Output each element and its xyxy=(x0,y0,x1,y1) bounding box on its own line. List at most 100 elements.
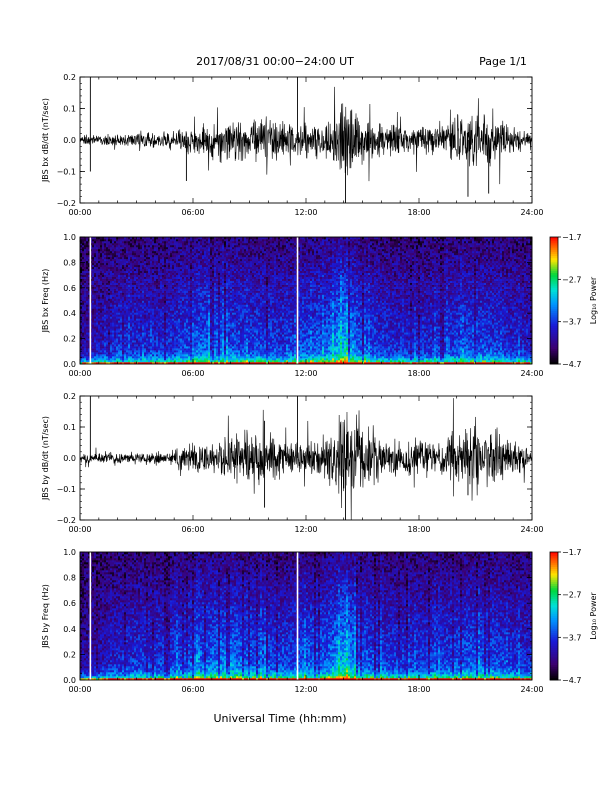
spectrogram-cell xyxy=(156,356,158,358)
spectrogram-cell xyxy=(172,265,174,267)
spectrogram-cell xyxy=(152,255,154,257)
spectrogram-cell xyxy=(132,275,134,277)
spectrogram-cell xyxy=(172,281,174,283)
spectrogram-cell xyxy=(122,301,124,303)
spectrogram-cell xyxy=(96,346,98,348)
spectrogram-cell xyxy=(92,261,94,263)
spectrogram-cell xyxy=(94,318,96,320)
spectrogram-cell xyxy=(172,326,174,328)
spectrogram-cell xyxy=(200,354,202,356)
spectrogram-cell xyxy=(184,293,186,295)
spectrogram-cell xyxy=(188,358,190,360)
spectrogram-cell xyxy=(224,281,226,283)
spectrogram-cell xyxy=(174,283,176,285)
spectrogram-cell xyxy=(146,356,148,358)
spectrogram-cell xyxy=(216,285,218,287)
spectrogram-cell xyxy=(116,356,118,358)
spectrogram-cell xyxy=(220,267,222,269)
spectrogram-cell xyxy=(188,287,190,289)
spectrogram-cell xyxy=(140,316,142,318)
spectrogram-cell xyxy=(128,354,130,356)
spectrogram-cell xyxy=(200,322,202,324)
spectrogram-cell xyxy=(206,326,208,328)
spectrogram-cell xyxy=(200,342,202,344)
spectrogram-cell xyxy=(124,273,126,275)
spectrogram-cell xyxy=(160,287,162,289)
spectrogram-cell xyxy=(150,251,152,253)
spectrogram-cell xyxy=(104,342,106,344)
spectrogram-cell xyxy=(144,330,146,332)
spectrogram-cell xyxy=(118,293,120,295)
spectrogram-cell xyxy=(224,251,226,253)
spectrogram-cell xyxy=(92,308,94,310)
spectrogram-cell xyxy=(168,340,170,342)
spectrogram-cell xyxy=(226,253,228,255)
spectrogram-cell xyxy=(158,310,160,312)
spectrogram-cell xyxy=(98,261,100,263)
spectrogram-cell xyxy=(158,273,160,275)
spectrogram-cell xyxy=(164,247,166,249)
spectrogram-cell xyxy=(94,344,96,346)
spectrogram-cell xyxy=(130,358,132,360)
spectrogram-cell xyxy=(204,301,206,303)
spectrogram-cell xyxy=(142,293,144,295)
spectrogram-cell xyxy=(140,249,142,251)
spectrogram-cell xyxy=(116,346,118,348)
spectrogram-cell xyxy=(180,312,182,314)
spectrogram-cell xyxy=(220,306,222,308)
spectrogram-cell xyxy=(142,340,144,342)
spectrogram-cell xyxy=(216,340,218,342)
spectrogram-cell xyxy=(200,324,202,326)
spectrogram-cell xyxy=(208,310,210,312)
spectrogram-cell xyxy=(168,255,170,257)
spectrogram-cell xyxy=(222,253,224,255)
spectrogram-cell xyxy=(160,358,162,360)
spectrogram-cell xyxy=(184,301,186,303)
spectrogram-cell xyxy=(144,285,146,287)
spectrogram-cell xyxy=(178,304,180,306)
spectrogram-cell xyxy=(228,279,230,281)
spectrogram-cell xyxy=(108,350,110,352)
spectrogram-cell xyxy=(126,358,128,360)
spectrogram-cell xyxy=(136,255,138,257)
spectrogram-cell xyxy=(192,291,194,293)
spectrogram-cell xyxy=(218,269,220,271)
spectrogram-cell xyxy=(128,346,130,348)
spectrogram-cell xyxy=(172,338,174,340)
spectrogram-cell xyxy=(204,354,206,356)
spectrogram-cell xyxy=(142,275,144,277)
spectrogram-cell xyxy=(112,277,114,279)
spectrogram-cell xyxy=(140,352,142,354)
spectrogram-cell xyxy=(168,285,170,287)
spectrogram-cell xyxy=(122,277,124,279)
spectrogram-cell xyxy=(202,316,204,318)
spectrogram-cell xyxy=(100,316,102,318)
spectrogram-cell xyxy=(222,306,224,308)
spectrogram-cell xyxy=(154,269,156,271)
spectrogram-cell xyxy=(132,263,134,265)
spectrogram-cell xyxy=(218,326,220,328)
spectrogram-cell xyxy=(100,312,102,314)
spectrogram-cell xyxy=(134,251,136,253)
spectrogram-cell xyxy=(166,342,168,344)
spectrogram-cell xyxy=(126,332,128,334)
spectrogram-cell xyxy=(192,301,194,303)
spectrogram-cell xyxy=(104,316,106,318)
spectrogram-cell xyxy=(194,336,196,338)
spectrogram-cell xyxy=(126,346,128,348)
spectrogram-cell xyxy=(136,352,138,354)
spectrogram-cell xyxy=(208,273,210,275)
spectrogram-cell xyxy=(178,328,180,330)
spectrogram-cell xyxy=(214,283,216,285)
spectrogram-cell xyxy=(208,301,210,303)
spectrogram-cell xyxy=(224,257,226,259)
spectrogram-cell xyxy=(190,301,192,303)
spectrogram-cell xyxy=(196,344,198,346)
spectrogram-cell xyxy=(214,279,216,281)
spectrogram-cell xyxy=(124,340,126,342)
spectrogram-cell xyxy=(92,320,94,322)
spectrogram-cell xyxy=(160,308,162,310)
spectrogram-cell xyxy=(108,328,110,330)
spectrogram-cell xyxy=(138,291,140,293)
spectrogram-cell xyxy=(114,275,116,277)
